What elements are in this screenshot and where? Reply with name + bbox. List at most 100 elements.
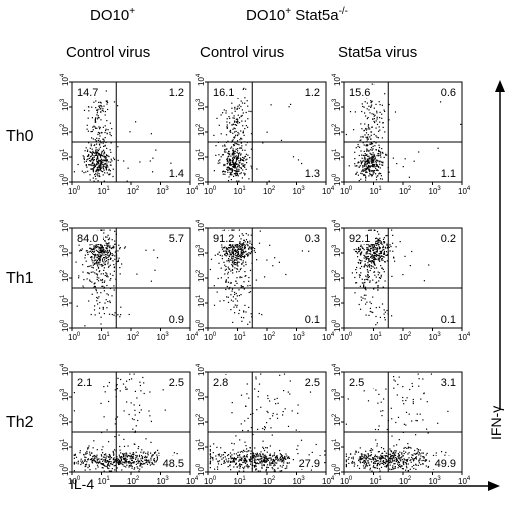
event-dot bbox=[301, 468, 303, 470]
event-dot bbox=[369, 112, 371, 114]
event-dot bbox=[366, 276, 368, 278]
event-dot bbox=[418, 462, 420, 464]
event-dot bbox=[243, 134, 245, 136]
col-header-2: Control virus bbox=[200, 44, 285, 61]
event-dot bbox=[125, 388, 127, 390]
event-dot bbox=[117, 458, 119, 460]
event-dot bbox=[133, 404, 135, 406]
event-dot bbox=[395, 246, 397, 248]
event-dot bbox=[366, 269, 368, 271]
event-dot bbox=[367, 128, 369, 130]
event-dot bbox=[107, 245, 109, 247]
event-dot bbox=[227, 152, 229, 154]
event-dot bbox=[89, 179, 91, 181]
event-dot bbox=[426, 452, 428, 454]
event-dot bbox=[372, 152, 374, 154]
event-dot bbox=[254, 455, 256, 457]
event-dot bbox=[112, 175, 114, 178]
event-dot bbox=[90, 145, 92, 147]
event-dot bbox=[99, 261, 101, 263]
event-dot bbox=[390, 457, 392, 460]
event-dot bbox=[110, 278, 112, 280]
event-dot bbox=[242, 262, 244, 264]
event-dot bbox=[80, 463, 82, 466]
event-dot bbox=[370, 267, 372, 269]
event-dot bbox=[102, 273, 104, 275]
event-dot bbox=[265, 460, 267, 462]
event-dot bbox=[375, 247, 377, 249]
event-dot bbox=[98, 258, 100, 261]
event-dot bbox=[379, 277, 381, 279]
event-dot bbox=[423, 393, 425, 395]
event-dot bbox=[240, 153, 242, 155]
event-dot bbox=[141, 455, 143, 457]
event-dot bbox=[257, 455, 259, 458]
event-dot bbox=[377, 166, 380, 168]
event-dot bbox=[237, 252, 239, 254]
event-dot bbox=[225, 279, 227, 281]
event-dot bbox=[91, 462, 94, 464]
event-dot bbox=[371, 143, 374, 145]
event-dot bbox=[379, 117, 381, 119]
event-dot bbox=[281, 466, 283, 468]
event-dot bbox=[359, 274, 361, 276]
event-dot bbox=[372, 459, 375, 461]
event-dot bbox=[388, 119, 390, 121]
event-dot bbox=[377, 457, 379, 459]
event-dot bbox=[393, 379, 395, 381]
event-dot bbox=[102, 141, 104, 143]
event-dot bbox=[265, 461, 267, 464]
event-dot bbox=[355, 147, 357, 149]
quadrant-upper-right-pct: 0.2 bbox=[441, 233, 456, 245]
event-dot bbox=[266, 447, 268, 449]
event-dot bbox=[82, 285, 84, 287]
event-dot bbox=[91, 258, 93, 260]
event-dot bbox=[366, 167, 368, 169]
event-dot bbox=[250, 250, 253, 252]
event-dot bbox=[245, 459, 247, 461]
event-dot bbox=[223, 460, 225, 463]
event-dot bbox=[104, 261, 106, 263]
event-dot bbox=[368, 160, 370, 162]
event-dot bbox=[246, 393, 248, 395]
event-dot bbox=[274, 398, 276, 400]
event-dot bbox=[398, 456, 400, 458]
event-dot bbox=[246, 243, 248, 245]
col-header-1: Control virus bbox=[66, 44, 151, 61]
event-dot bbox=[373, 458, 375, 460]
event-dot bbox=[266, 422, 268, 424]
event-dot bbox=[88, 153, 90, 156]
event-dot bbox=[116, 460, 118, 463]
event-dot bbox=[363, 144, 365, 146]
event-dot bbox=[99, 243, 101, 245]
event-dot bbox=[209, 453, 211, 456]
event-dot bbox=[372, 449, 374, 451]
event-dot bbox=[102, 161, 104, 163]
event-dot bbox=[112, 463, 114, 466]
event-dot bbox=[259, 230, 261, 232]
event-dot bbox=[99, 250, 101, 252]
event-dot bbox=[96, 456, 98, 458]
event-dot bbox=[394, 466, 396, 468]
event-dot bbox=[277, 458, 279, 460]
event-dot bbox=[396, 394, 398, 396]
event-dot bbox=[411, 454, 413, 456]
event-dot bbox=[114, 230, 116, 232]
event-dot bbox=[73, 410, 75, 412]
y-tick-label: 104 bbox=[332, 73, 342, 86]
event-dot bbox=[155, 149, 157, 151]
event-dot bbox=[209, 461, 211, 463]
event-dot bbox=[248, 458, 250, 460]
event-dot bbox=[358, 458, 360, 460]
event-dot bbox=[89, 156, 92, 158]
event-dot bbox=[363, 106, 365, 108]
event-dot bbox=[146, 461, 148, 463]
event-dot bbox=[91, 256, 93, 258]
event-dot bbox=[377, 254, 379, 257]
event-dot bbox=[110, 158, 112, 160]
event-dot bbox=[375, 307, 377, 309]
event-dot bbox=[104, 302, 106, 304]
event-dot bbox=[285, 273, 287, 276]
event-dot bbox=[104, 137, 106, 139]
